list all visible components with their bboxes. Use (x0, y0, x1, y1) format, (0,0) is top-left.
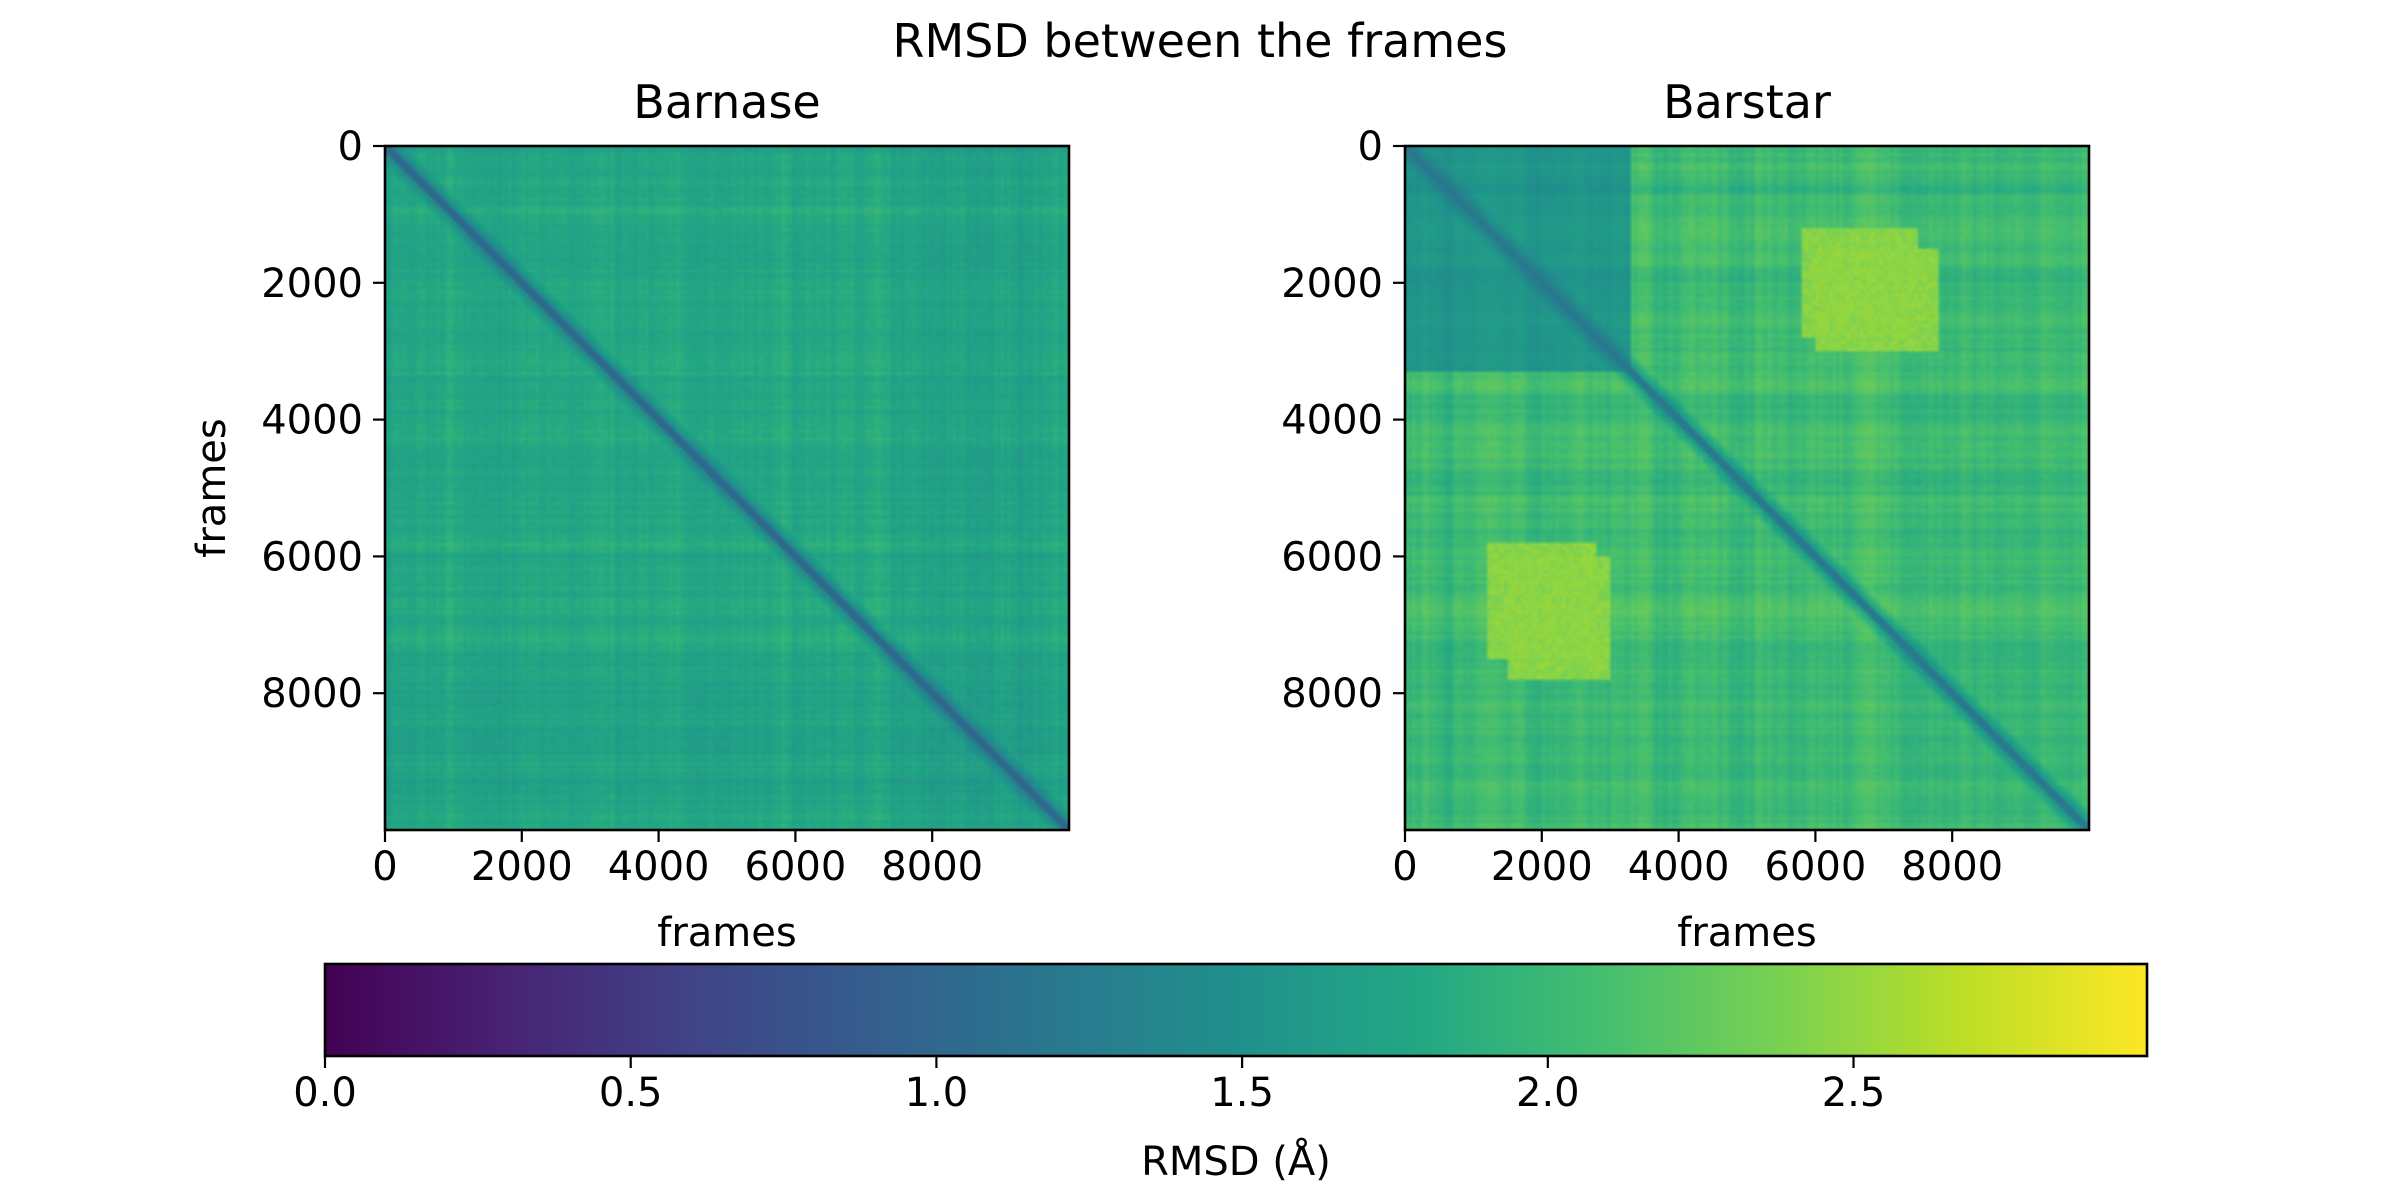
x-tick-label: 4000 (1628, 844, 1730, 890)
y-tick-label: 8000 (1281, 671, 1383, 717)
y-tick-label: 0 (1358, 124, 1383, 170)
plot-frame (383, 144, 1071, 832)
x-tick-label: 2000 (1491, 844, 1593, 890)
x-axis-label: frames (1677, 910, 1816, 956)
colorbar: 0.0 0.5 1.0 1.5 2.0 2.5 RMSD (Å) (293, 962, 2149, 1185)
x-tick-label: 8000 (881, 844, 983, 890)
colorbar-label: RMSD (Å) (1141, 1137, 1331, 1185)
y-axis-ticks: 0 2000 4000 6000 8000 (1281, 124, 1405, 717)
x-tick-label: 6000 (745, 844, 847, 890)
figure-suptitle: RMSD between the frames (893, 14, 1508, 68)
heatmap-image (385, 146, 1069, 830)
colorbar-tick-label: 1.0 (905, 1070, 969, 1116)
x-axis-ticks: 0 2000 4000 6000 8000 (372, 830, 983, 890)
x-tick-label: 8000 (1901, 844, 2003, 890)
panel-title: Barnase (633, 75, 820, 129)
y-tick-label: 4000 (261, 398, 363, 444)
x-tick-label: 6000 (1765, 844, 1867, 890)
y-tick-label: 8000 (261, 671, 363, 717)
y-tick-label: 2000 (1281, 261, 1383, 307)
y-tick-label: 6000 (1281, 534, 1383, 580)
x-tick-label: 2000 (471, 844, 573, 890)
x-tick-label: 4000 (608, 844, 710, 890)
y-tick-label: 6000 (261, 534, 363, 580)
panel-title: Barstar (1663, 75, 1831, 129)
colorbar-tick-label: 0.5 (599, 1070, 663, 1116)
y-tick-label: 2000 (261, 261, 363, 307)
heatmap-panel-barnase: Barnase 0 2000 4000 6000 8000 0 2000 4000 6000 8… (189, 75, 1071, 956)
plot-frame (1403, 144, 2091, 832)
colorbar-frame (323, 962, 2149, 1058)
heatmap-panel-barstar: Barstar 0 2000 4000 6000 8000 0 2000 4000 6000 8… (1281, 75, 2091, 956)
y-tick-label: 4000 (1281, 398, 1383, 444)
x-axis-label: frames (657, 910, 796, 956)
x-axis-ticks: 0 2000 4000 6000 8000 (1392, 830, 2003, 890)
colorbar-tick-label: 0.0 (293, 1070, 357, 1116)
y-axis-ticks: 0 2000 4000 6000 8000 (261, 124, 385, 717)
y-tick-label: 0 (338, 124, 363, 170)
colorbar-tick-label: 2.5 (1822, 1070, 1886, 1116)
colorbar-tick-label: 1.5 (1210, 1070, 1274, 1116)
x-tick-label: 0 (372, 844, 397, 890)
x-tick-label: 0 (1392, 844, 1417, 890)
heatmap-image (1405, 146, 2089, 830)
colorbar-gradient (325, 964, 2147, 1056)
y-axis-label: frames (189, 418, 235, 557)
colorbar-ticks: 0.0 0.5 1.0 1.5 2.0 2.5 (293, 1056, 1885, 1116)
colorbar-tick-label: 2.0 (1516, 1070, 1580, 1116)
